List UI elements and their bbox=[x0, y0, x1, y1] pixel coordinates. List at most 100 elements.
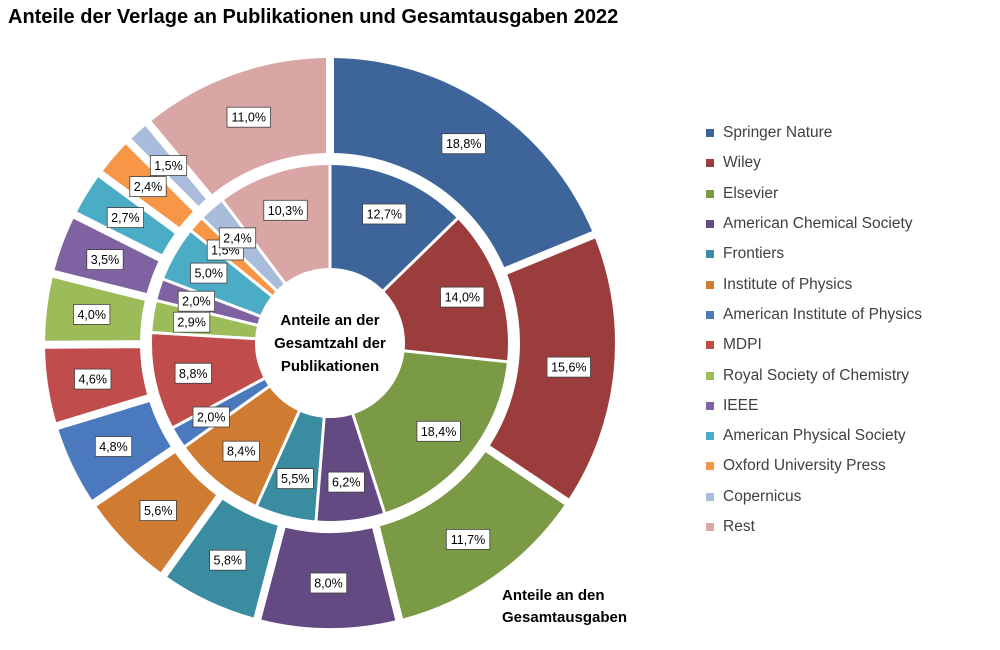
outer-label-box-3 bbox=[309, 572, 348, 594]
inner-label-box-4 bbox=[276, 468, 314, 490]
legend-swatch bbox=[706, 432, 714, 441]
legend: Springer Nature Wiley Elsevier American Che… bbox=[706, 118, 922, 542]
legend-swatch bbox=[706, 492, 714, 501]
outer-value-label-11: 2,4% bbox=[134, 180, 163, 194]
legend-label: Elsevier bbox=[723, 184, 779, 202]
legend-swatch bbox=[706, 280, 714, 289]
legend-label: Springer Nature bbox=[723, 124, 833, 142]
legend-label: Rest bbox=[723, 518, 755, 535]
outer-value-label-9: 3,5% bbox=[91, 253, 120, 267]
outer-label-box-2 bbox=[445, 529, 491, 550]
outer-label-box-9 bbox=[86, 249, 124, 271]
outer-label-box-11 bbox=[129, 176, 167, 198]
legend-label: Institute of Physics bbox=[723, 275, 853, 293]
inner-value-label-4: 5,5% bbox=[281, 472, 310, 486]
inner-value-label-7: 8,8% bbox=[179, 367, 208, 381]
inner-label-box-6 bbox=[192, 406, 230, 428]
inner-slice-0 bbox=[331, 165, 457, 290]
outer-label-box-0 bbox=[441, 133, 486, 155]
legend-item: Wiley bbox=[706, 148, 922, 178]
center-label-line-1: Anteile an der bbox=[280, 312, 379, 329]
inner-slice-3 bbox=[317, 414, 383, 521]
legend-swatch bbox=[706, 250, 714, 259]
legend-item: American Institute of Physics bbox=[706, 300, 922, 330]
legend-item: Institute of Physics bbox=[706, 269, 922, 299]
legend-item: Oxford University Press bbox=[706, 451, 922, 481]
legend-label: Copernicus bbox=[723, 487, 802, 505]
outer-value-label-0: 18,8% bbox=[446, 137, 481, 151]
legend-item: American Chemical Society bbox=[706, 209, 922, 239]
outer-value-label-2: 11,7% bbox=[451, 533, 486, 547]
legend-label: Oxford University Press bbox=[723, 457, 886, 475]
value-labels: 12,7% 14,0% 18,4% 6,2% 5,5% 8,4% 2,0% 8,8% 2,9% 2… bbox=[73, 106, 591, 594]
inner-value-label-12: 2,4% bbox=[223, 231, 252, 245]
legend-item: Royal Society of Chemistry bbox=[706, 360, 922, 390]
inner-value-label-9: 2,0% bbox=[182, 295, 211, 309]
inner-value-label-1: 14,0% bbox=[445, 291, 480, 305]
outer-label-box-1 bbox=[546, 356, 591, 378]
legend-item: Frontiers bbox=[706, 239, 922, 269]
chart-title: Anteile der Verlage an Publikationen und… bbox=[8, 6, 619, 28]
outer-value-label-5: 5,6% bbox=[144, 504, 173, 518]
inner-value-label-0: 12,7% bbox=[367, 208, 402, 222]
outer-value-label-3: 8,0% bbox=[314, 577, 343, 591]
legend-swatch bbox=[706, 401, 714, 410]
outer-label-box-12 bbox=[149, 155, 188, 176]
legend-item: MDPI bbox=[706, 330, 922, 360]
center-label-line-3: Publikationen bbox=[281, 358, 379, 375]
inner-label-box-2 bbox=[416, 420, 461, 442]
inner-value-label-10: 5,0% bbox=[194, 267, 223, 281]
inner-label-box-9 bbox=[177, 290, 215, 312]
outer-slice-0 bbox=[334, 58, 593, 268]
inner-value-label-6: 2,0% bbox=[197, 411, 226, 425]
outer-label-box-7 bbox=[74, 368, 112, 390]
inner-label-box-1 bbox=[440, 286, 485, 308]
outer-value-label-13: 11,0% bbox=[231, 111, 266, 125]
center-label-line-2: Gesamtzahl der bbox=[274, 335, 386, 352]
legend-swatch bbox=[706, 129, 714, 138]
legend-item: Copernicus bbox=[706, 482, 922, 512]
legend-item: IEEE bbox=[706, 391, 922, 421]
legend-label: American Institute of Physics bbox=[723, 305, 922, 323]
legend-swatch bbox=[706, 310, 714, 319]
outer-label-box-5 bbox=[139, 500, 177, 522]
inner-value-label-5: 8,4% bbox=[227, 445, 256, 459]
legend-swatch bbox=[706, 371, 714, 380]
legend-label: American Physical Society bbox=[723, 427, 906, 445]
legend-item: Rest bbox=[706, 512, 922, 542]
outer-label-box-10 bbox=[106, 207, 144, 229]
outer-label-box-4 bbox=[209, 549, 247, 571]
legend-swatch bbox=[706, 341, 714, 350]
inner-label-box-3 bbox=[327, 471, 365, 493]
inner-label-box-5 bbox=[222, 440, 260, 462]
inner-label-box-7 bbox=[174, 362, 212, 384]
outer-caption-line-2: Gesamtausgaben bbox=[502, 609, 627, 626]
inner-label-box-13 bbox=[263, 199, 308, 221]
inner-value-label-13: 10,3% bbox=[268, 204, 303, 218]
inner-value-label-2: 18,4% bbox=[421, 425, 456, 439]
legend-swatch bbox=[706, 220, 714, 229]
inner-slice-4 bbox=[258, 411, 323, 521]
legend-item: Elsevier bbox=[706, 179, 922, 209]
outer-label-box-8 bbox=[73, 303, 111, 325]
legend-item: Springer Nature bbox=[706, 118, 922, 148]
inner-label-box-0 bbox=[362, 203, 407, 225]
legend-label: Wiley bbox=[723, 154, 761, 172]
outer-label-box-6 bbox=[94, 436, 133, 457]
legend-label: Royal Society of Chemistry bbox=[723, 366, 910, 384]
outer-value-label-6: 4,8% bbox=[99, 440, 128, 454]
outer-caption-line-1: Anteile an den bbox=[502, 587, 605, 604]
outer-label-box-13 bbox=[226, 106, 271, 128]
inner-slice-13 bbox=[223, 165, 329, 283]
legend-swatch bbox=[706, 189, 714, 198]
inner-value-label-8: 2,9% bbox=[177, 316, 206, 330]
legend-swatch bbox=[706, 523, 714, 531]
legend-item: American Physical Society bbox=[706, 421, 922, 451]
outer-value-label-1: 15,6% bbox=[551, 361, 586, 375]
outer-value-label-4: 5,8% bbox=[214, 554, 243, 568]
inner-label-box-8 bbox=[172, 311, 211, 333]
outer-value-label-8: 4,0% bbox=[77, 308, 106, 322]
outer-value-label-7: 4,6% bbox=[78, 373, 107, 387]
legend-swatch bbox=[706, 159, 714, 168]
